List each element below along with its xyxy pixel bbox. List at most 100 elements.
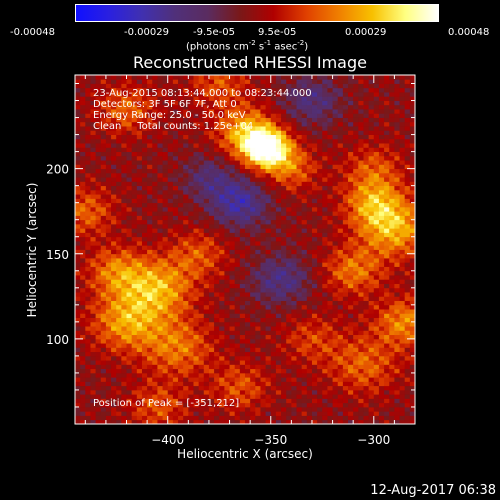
- heatmap-cell: [332, 275, 339, 280]
- heatmap-cell: [224, 219, 230, 225]
- heatmap-cell: [229, 296, 236, 301]
- heatmap-cell: [342, 334, 349, 340]
- heatmap-cell: [203, 292, 210, 297]
- heatmap-cell: [306, 117, 313, 123]
- heatmap-cell: [136, 377, 143, 382]
- heatmap-cell: [348, 317, 354, 323]
- heatmap-cell: [378, 360, 385, 365]
- heatmap-cell: [75, 270, 81, 276]
- heatmap-cell: [291, 198, 297, 204]
- heatmap-cell: [250, 177, 256, 182]
- heatmap-cell: [198, 287, 205, 293]
- heatmap-cell: [378, 279, 385, 284]
- heatmap-cell: [167, 100, 174, 106]
- heatmap-cell: [105, 198, 112, 204]
- heatmap-cell: [358, 313, 364, 318]
- heatmap-cell: [147, 292, 153, 297]
- heatmap-cell: [188, 296, 194, 301]
- heatmap-cell: [131, 262, 138, 267]
- heatmap-cell: [265, 147, 272, 153]
- heatmap-cell: [224, 283, 230, 289]
- heatmap-cell: [162, 172, 169, 178]
- heatmap-cell: [172, 364, 179, 370]
- heatmap-cell: [147, 121, 153, 127]
- heatmap-cell: [250, 381, 256, 387]
- heatmap-cell: [188, 185, 194, 191]
- heatmap-cell: [332, 181, 339, 187]
- heatmap-cell: [111, 338, 117, 344]
- heatmap-cell: [147, 232, 153, 238]
- heatmap-cell: [208, 262, 215, 267]
- heatmap-cell: [291, 368, 297, 374]
- heatmap-cell: [296, 126, 303, 131]
- heatmap-cell: [167, 240, 174, 246]
- heatmap-cell: [136, 394, 143, 399]
- heatmap-cell: [131, 343, 138, 348]
- heatmap-cell: [126, 364, 133, 370]
- heatmap-cell: [219, 415, 225, 421]
- heatmap-cell: [250, 172, 256, 178]
- heatmap-cell: [121, 147, 127, 153]
- heatmap-cell: [157, 189, 163, 195]
- heatmap-cell: [306, 92, 313, 97]
- heatmap-cell: [363, 309, 370, 314]
- heatmap-cell: [332, 258, 339, 263]
- heatmap-cell: [265, 419, 272, 425]
- heatmap-cell: [85, 198, 91, 204]
- heatmap-cell: [275, 253, 282, 259]
- heatmap-cell: [368, 304, 375, 310]
- heatmap-cell: [250, 206, 256, 212]
- heatmap-cell: [368, 181, 375, 187]
- heatmap-cell: [188, 262, 194, 267]
- heatmap-cell: [203, 343, 210, 348]
- heatmap-cell: [198, 372, 205, 378]
- heatmap-cell: [121, 151, 127, 157]
- heatmap-cell: [363, 155, 370, 161]
- heatmap-cell: [167, 338, 174, 344]
- heatmap-cell: [157, 377, 163, 382]
- heatmap-cell: [193, 168, 200, 174]
- heatmap-cell: [167, 411, 174, 416]
- heatmap-cell: [183, 419, 189, 425]
- heatmap-cell: [229, 266, 236, 272]
- heatmap-cell: [105, 249, 112, 255]
- heatmap-cell: [152, 321, 158, 327]
- heatmap-cell: [275, 415, 282, 421]
- heatmap-cell: [368, 406, 375, 412]
- heatmap-cell: [250, 219, 256, 225]
- heatmap-cell: [250, 364, 256, 370]
- heatmap-cell: [373, 249, 380, 255]
- heatmap-cell: [203, 347, 210, 353]
- heatmap-cell: [136, 185, 143, 191]
- heatmap-cell: [384, 296, 390, 301]
- heatmap-cell: [332, 249, 339, 255]
- heatmap-cell: [348, 211, 354, 216]
- heatmap-cell: [224, 313, 230, 318]
- heatmap-cell: [358, 377, 364, 382]
- heatmap-cell: [116, 194, 122, 199]
- heatmap-cell: [152, 189, 158, 195]
- heatmap-cell: [116, 300, 122, 306]
- heatmap-cell: [286, 198, 292, 204]
- heatmap-cell: [105, 245, 112, 250]
- heatmap-cell: [245, 296, 251, 301]
- heatmap-cell: [178, 96, 184, 101]
- heatmap-cell: [152, 334, 158, 340]
- heatmap-cell: [373, 143, 380, 148]
- heatmap-cell: [90, 138, 96, 144]
- heatmap-cell: [111, 330, 117, 336]
- heatmap-cell: [363, 351, 370, 357]
- heatmap-cell: [348, 138, 354, 144]
- heatmap-cell: [203, 249, 210, 255]
- heatmap-cell: [342, 198, 349, 204]
- heatmap-cell: [80, 283, 86, 289]
- heatmap-cell: [296, 164, 303, 170]
- heatmap-cell: [85, 87, 91, 93]
- heatmap-cell: [255, 389, 261, 395]
- heatmap-cell: [322, 364, 328, 370]
- heatmap-cell: [147, 330, 153, 336]
- heatmap-cell: [131, 211, 138, 216]
- heatmap-cell: [332, 100, 339, 106]
- heatmap-cell: [348, 313, 354, 318]
- heatmap-cell: [301, 394, 308, 399]
